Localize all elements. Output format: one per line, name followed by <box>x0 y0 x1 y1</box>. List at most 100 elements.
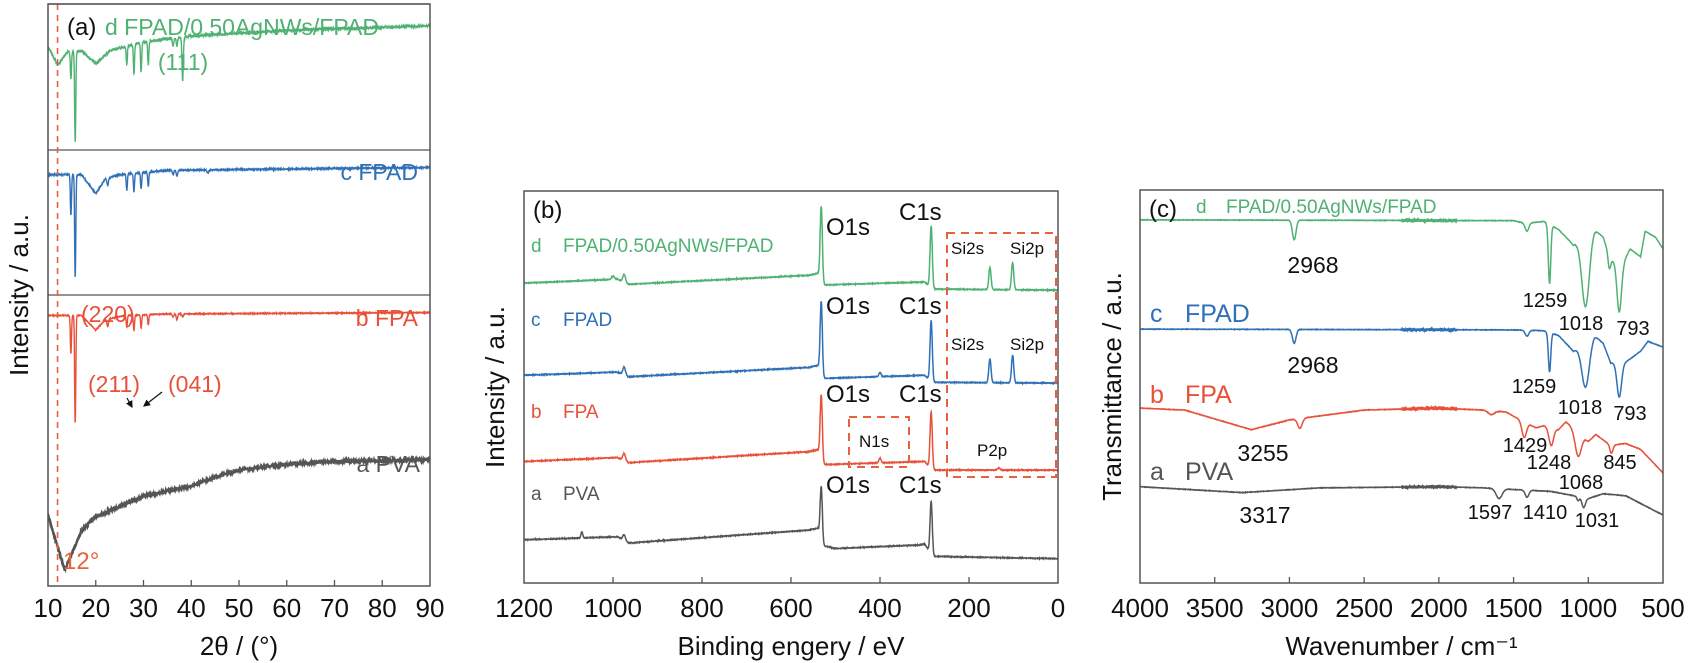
peak-annotation: N1s <box>859 432 889 451</box>
panel-label: (b) <box>533 197 562 224</box>
peak-annotation: 1031 <box>1575 510 1620 532</box>
peak-annotation: 3255 <box>1237 440 1288 466</box>
series-label-d: FPAD/0.50AgNWs/FPAD <box>563 236 773 257</box>
0-x-tick-label: 10 <box>34 593 63 623</box>
series-line-d <box>1140 216 1663 314</box>
peak-annotation: O1s <box>826 214 870 241</box>
2-plot-frame <box>1139 189 1664 584</box>
series-line-a <box>48 454 430 574</box>
peak-annotation: Si2p <box>1010 239 1044 258</box>
peak-annotation: C1s <box>899 472 942 499</box>
2-x-tick-label: 3000 <box>1261 593 1319 623</box>
panel-a-xrd-chart: 12°10 20 30 40 50 60 70 80 90 (a) a PVA b FPA c FPAD… <box>4 3 445 661</box>
0-x-tick-label: 50 <box>225 593 254 623</box>
x-axis-title: Binding engery / eV <box>678 631 906 661</box>
2-x-tick-label: 4000 <box>1111 593 1169 623</box>
arrow-041-icon <box>143 391 163 407</box>
series-letter-d: d <box>531 236 542 257</box>
series-line-c <box>48 164 430 277</box>
panel-c-ftir-chart: 4000 3500 3000 2500 2000 1500 1000 500 a PVA b FPA c… <box>1097 189 1685 661</box>
x-axis-title: 2θ / (°) <box>200 631 278 661</box>
series-line-c <box>524 301 1058 386</box>
2-x-tick-label: 1500 <box>1485 593 1543 623</box>
2-x-tick-label: 2500 <box>1335 593 1393 623</box>
series-line-d <box>524 206 1058 293</box>
series-label-c: FPAD <box>563 310 612 331</box>
y-axis-title: Transmittance / a.u. <box>1097 272 1127 501</box>
series-line-b <box>48 310 430 423</box>
series-label-b: b FPA <box>356 305 419 331</box>
0-x-tick-label: 40 <box>177 593 206 623</box>
n1s-region-dashed-box <box>848 416 910 468</box>
2-x-tick-label: 3500 <box>1186 593 1244 623</box>
peak-annotation: O1s <box>826 293 870 320</box>
series-letter-b: b <box>1150 381 1164 409</box>
1-x-tick-label: 200 <box>947 593 990 623</box>
peak-annotation: (211) <box>88 371 140 397</box>
series-label-d: d FPAD/0.50AgNWs/FPAD <box>105 14 379 40</box>
peak-annotation: 1259 <box>1523 290 1568 312</box>
series-label-a: a PVA <box>357 451 421 477</box>
peak-annotation: 845 <box>1603 452 1636 474</box>
arrow-211-icon <box>125 397 133 409</box>
1-x-tick-label: 400 <box>858 593 901 623</box>
1-x-tick-label: 800 <box>680 593 723 623</box>
0-x-tick-label: 80 <box>368 593 397 623</box>
series-letter-c: c <box>531 310 541 331</box>
0-x-tick-label: 70 <box>320 593 349 623</box>
series-label-b: FPA <box>563 402 599 423</box>
0-x-tick-label: 30 <box>129 593 158 623</box>
peak-annotation: 1018 <box>1558 397 1603 419</box>
0-x-tick-label: 90 <box>416 593 445 623</box>
2-x-tick-label: 500 <box>1641 593 1684 623</box>
peak-annotation: 1068 <box>1559 472 1604 494</box>
peak-annotation: (220) <box>81 301 135 327</box>
peak-annotation: Si2s <box>951 239 984 258</box>
peak-annotation: C1s <box>899 381 942 408</box>
peak-annotation: C1s <box>899 199 942 226</box>
peak-annotation: (041) <box>168 371 222 397</box>
peak-annotation: C1s <box>899 293 942 320</box>
1-x-tick-label: 600 <box>769 593 812 623</box>
x-axis-title: Wavenumber / cm⁻¹ <box>1285 631 1518 661</box>
peak-annotation: 2968 <box>1287 352 1338 378</box>
peak-annotation: 3317 <box>1239 502 1290 528</box>
peak-annotation: (111) <box>158 49 208 75</box>
0-x-tick-label: 60 <box>272 593 301 623</box>
peak-annotation: 1018 <box>1559 313 1604 335</box>
series-label-a: PVA <box>563 484 600 505</box>
panel-b-xps-chart: 1200 1000 800 600 400 200 0 a PVA b FPA c FPAD d FPAD/… <box>480 190 1065 661</box>
series-line-b <box>524 394 1058 473</box>
peak-annotation: 1410 <box>1523 502 1568 524</box>
series-line-a <box>1140 483 1663 516</box>
peak-annotation: P2p <box>977 441 1007 460</box>
series-line-d <box>48 22 430 142</box>
0-x-tick-label: 20 <box>81 593 110 623</box>
series-label-a: PVA <box>1185 458 1233 486</box>
peak-annotation: Si2s <box>951 335 984 354</box>
panel-label: (a) <box>67 14 96 41</box>
peak-annotation: 793 <box>1616 318 1649 340</box>
series-letter-d: d <box>1196 197 1207 218</box>
y-axis-title: Intensity / a.u. <box>4 214 34 376</box>
series-letter-a: a <box>531 484 542 505</box>
series-label-d: FPAD/0.50AgNWs/FPAD <box>1226 197 1436 218</box>
series-line-c <box>1140 326 1663 399</box>
series-line-b <box>1140 404 1663 474</box>
1-x-tick-label: 1000 <box>584 593 642 623</box>
2-x-tick-label: 1000 <box>1559 593 1617 623</box>
series-line-a <box>524 485 1058 562</box>
reference-line-label: 12° <box>63 548 99 575</box>
series-letter-a: a <box>1150 458 1164 486</box>
peak-annotation: 2968 <box>1287 252 1338 278</box>
si-region-dashed-box <box>946 232 1057 478</box>
series-label-c: FPAD <box>1185 300 1250 328</box>
2-x-tick-label: 2000 <box>1410 593 1468 623</box>
1-x-tick-label: 1200 <box>495 593 553 623</box>
series-letter-c: c <box>1150 300 1163 328</box>
peak-annotation: Si2p <box>1010 335 1044 354</box>
1-x-tick-label: 0 <box>1051 593 1065 623</box>
panel-label: (c) <box>1149 196 1177 223</box>
series-letter-b: b <box>531 402 542 423</box>
